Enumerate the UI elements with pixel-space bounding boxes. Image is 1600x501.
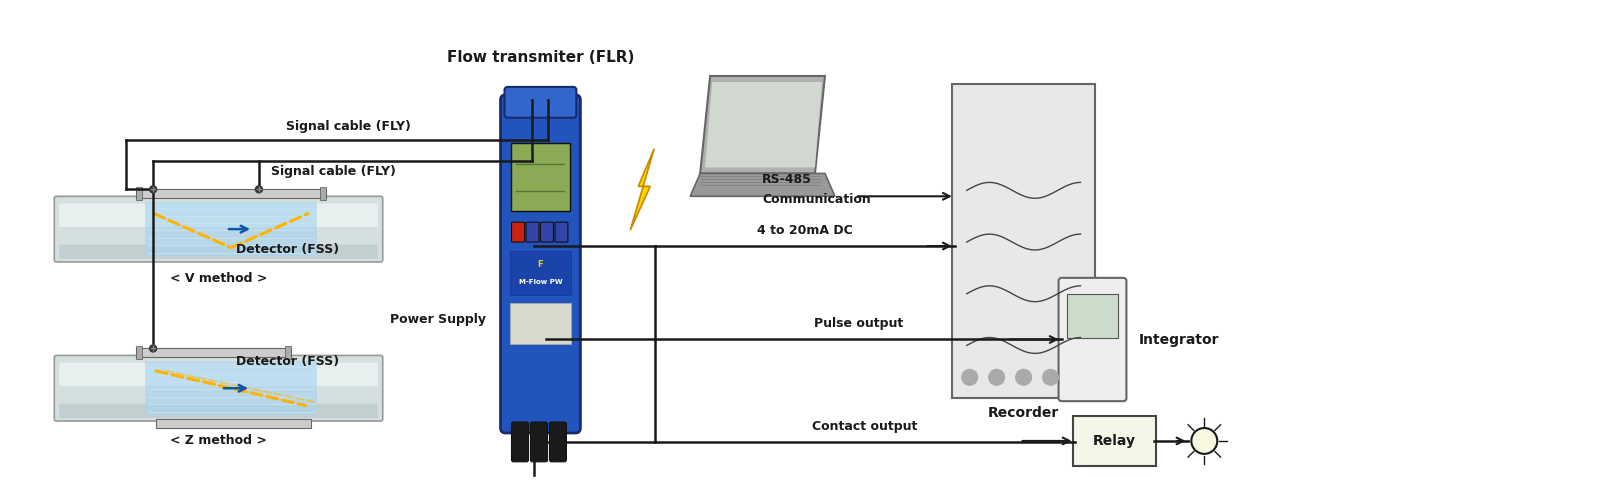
Circle shape	[150, 186, 157, 193]
Text: RS-485: RS-485	[762, 173, 811, 186]
FancyBboxPatch shape	[501, 95, 581, 433]
FancyBboxPatch shape	[285, 347, 291, 359]
FancyBboxPatch shape	[510, 143, 570, 211]
Polygon shape	[690, 173, 835, 196]
Text: Signal cable (FLY): Signal cable (FLY)	[270, 165, 395, 178]
Text: 4 to 20mA DC: 4 to 20mA DC	[757, 224, 853, 237]
FancyBboxPatch shape	[526, 222, 539, 242]
FancyBboxPatch shape	[1059, 278, 1126, 401]
FancyBboxPatch shape	[59, 244, 378, 259]
FancyBboxPatch shape	[59, 363, 378, 386]
Text: Detector (FSS): Detector (FSS)	[235, 355, 339, 368]
FancyBboxPatch shape	[952, 84, 1096, 398]
FancyBboxPatch shape	[1072, 416, 1157, 466]
FancyBboxPatch shape	[512, 222, 525, 242]
Polygon shape	[706, 82, 822, 167]
Circle shape	[256, 186, 262, 193]
FancyBboxPatch shape	[320, 187, 326, 200]
Text: < V method >: < V method >	[170, 272, 267, 285]
FancyBboxPatch shape	[136, 189, 326, 198]
FancyBboxPatch shape	[509, 303, 571, 345]
FancyBboxPatch shape	[509, 251, 571, 295]
FancyBboxPatch shape	[504, 87, 576, 118]
FancyBboxPatch shape	[555, 222, 568, 242]
FancyBboxPatch shape	[531, 422, 547, 462]
Text: Integrator: Integrator	[1139, 333, 1219, 347]
FancyBboxPatch shape	[59, 404, 378, 418]
Circle shape	[1192, 428, 1218, 454]
Text: Flow transmiter (FLR): Flow transmiter (FLR)	[446, 50, 634, 65]
FancyBboxPatch shape	[136, 349, 291, 357]
FancyBboxPatch shape	[512, 422, 528, 462]
Text: Relay: Relay	[1093, 434, 1136, 448]
Text: Power Supply: Power Supply	[389, 313, 485, 326]
FancyBboxPatch shape	[157, 419, 310, 428]
Circle shape	[1043, 369, 1059, 385]
FancyBboxPatch shape	[54, 355, 382, 421]
Text: F: F	[538, 260, 544, 269]
Text: < Z method >: < Z method >	[170, 434, 267, 447]
Text: M-Flow PW: M-Flow PW	[518, 279, 562, 285]
FancyBboxPatch shape	[59, 203, 378, 227]
Text: Signal cable (FLY): Signal cable (FLY)	[286, 120, 411, 133]
Text: Detector (FSS): Detector (FSS)	[235, 243, 339, 256]
Text: Contact output: Contact output	[813, 420, 917, 433]
Text: Recorder: Recorder	[987, 406, 1059, 420]
FancyBboxPatch shape	[146, 202, 317, 256]
FancyBboxPatch shape	[136, 347, 142, 359]
Circle shape	[989, 369, 1005, 385]
Text: Communication: Communication	[762, 193, 870, 206]
Circle shape	[1016, 369, 1032, 385]
Polygon shape	[630, 149, 654, 230]
Circle shape	[150, 345, 157, 352]
FancyBboxPatch shape	[1067, 294, 1118, 338]
FancyBboxPatch shape	[549, 422, 566, 462]
FancyBboxPatch shape	[136, 187, 142, 200]
Polygon shape	[701, 76, 826, 173]
Text: Pulse output: Pulse output	[814, 317, 902, 330]
FancyBboxPatch shape	[146, 361, 317, 415]
Circle shape	[962, 369, 978, 385]
FancyBboxPatch shape	[541, 222, 554, 242]
FancyBboxPatch shape	[54, 196, 382, 262]
